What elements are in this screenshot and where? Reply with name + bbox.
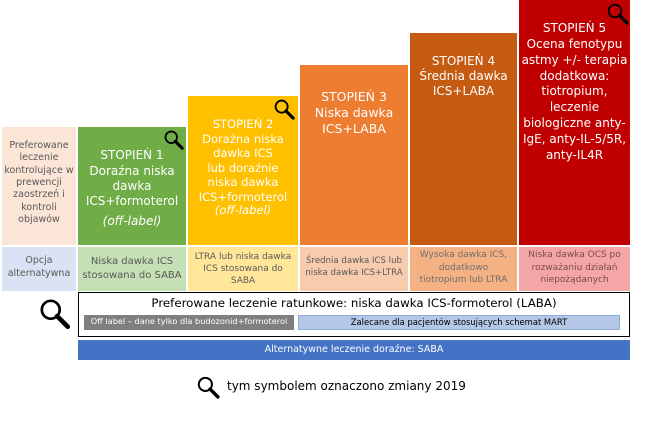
step-2-box: STOPIEŃ 2 Doraźna niska dawka ICS lub do… bbox=[188, 96, 298, 245]
step-1-alternative: Niska dawka ICS stosowana do SABA bbox=[82, 256, 182, 281]
magnifier-icon bbox=[273, 98, 296, 121]
magnifier-icon bbox=[163, 129, 185, 151]
off-label-bar: Off label – dane tylko dla budozonid+for… bbox=[84, 315, 294, 330]
step-1-box: STOPIEŃ 1 Doraźna niska dawka ICS+formot… bbox=[78, 127, 186, 245]
step-1-note: (off-label) bbox=[102, 214, 162, 228]
step-4-alternative: Wysoka dawka ICS, dodatkowo tiotropium l… bbox=[419, 250, 508, 286]
mart-text: Zalecane dla pacjentów stosujących schem… bbox=[350, 317, 568, 327]
step-3-box: STOPIEŃ 3 Niska dawka ICS+LABA bbox=[300, 65, 408, 245]
step-4-box: STOPIEŃ 4 Średnia dawka ICS+LABA bbox=[410, 33, 517, 245]
step-2-alternative: LTRA lub niska dawka ICS stosowana do SA… bbox=[194, 252, 292, 287]
alternative-option-label: Opcja alternatywna bbox=[7, 255, 71, 279]
step-4-alternative-box: Wysoka dawka ICS, dodatkowo tiotropium l… bbox=[410, 247, 517, 291]
step-2-alternative-box: LTRA lub niska dawka ICS stosowana do SA… bbox=[188, 247, 298, 291]
mart-bar: Zalecane dla pacjentów stosujących schem… bbox=[298, 315, 620, 330]
step-1-text: Doraźna niska dawka ICS+formoterol bbox=[85, 164, 179, 208]
step-2-note: (off-label) bbox=[214, 203, 272, 217]
alternative-reliever-bar: Alternatywne leczenie doraźne: SABA bbox=[78, 340, 630, 360]
step-5-alternative-box: Niska dawka OCS po rozważaniu działań ni… bbox=[519, 247, 630, 291]
step-2-text: Doraźna niska dawka ICS lub doraźnie nis… bbox=[198, 132, 288, 204]
step-5-text: Ocena fenotypu astmy +/- terapia dodatko… bbox=[521, 37, 628, 162]
preferred-reliever-title: Preferowane leczenie ratunkowe: niska da… bbox=[151, 296, 557, 310]
magnifier-icon bbox=[606, 2, 630, 26]
step-5-alternative: Niska dawka OCS po rozważaniu działań ni… bbox=[528, 250, 621, 286]
step-4-title: STOPIEŃ 4 bbox=[431, 54, 496, 68]
step-3-title: STOPIEŃ 3 bbox=[321, 89, 387, 104]
step-3-alternative: Średnia dawka ICS lub niska dawka ICS+LT… bbox=[305, 256, 403, 279]
step-5-box: STOPIEŃ 5 Ocena fenotypu astmy +/- terap… bbox=[519, 0, 630, 245]
step-5-title: STOPIEŃ 5 bbox=[542, 21, 607, 35]
step-1-alternative-box: Niska dawka ICS stosowana do SABA bbox=[78, 247, 186, 291]
step-1-title: STOPIEŃ 1 bbox=[100, 148, 164, 162]
legend-text: tym symbolem oznaczono zmiany 2019 bbox=[227, 379, 466, 393]
preferred-reliever-box: Preferowane leczenie ratunkowe: niska da… bbox=[78, 292, 630, 337]
preferred-controller-label: Preferowane leczenie kontrolujące w prew… bbox=[4, 140, 74, 226]
preferred-controller-label-box: Preferowane leczenie kontrolujące w prew… bbox=[2, 127, 76, 245]
step-3-text: Niska dawka ICS+LABA bbox=[314, 105, 394, 136]
off-label-text: Off label – dane tylko dla budozonid+for… bbox=[90, 316, 288, 326]
alternative-option-label-box: Opcja alternatywna bbox=[2, 247, 76, 291]
step-3-alternative-box: Średnia dawka ICS lub niska dawka ICS+LT… bbox=[300, 247, 408, 291]
alternative-reliever-text: Alternatywne leczenie doraźne: SABA bbox=[264, 344, 444, 355]
step-4-text: Średnia dawka ICS+LABA bbox=[419, 69, 508, 98]
step-2-title: STOPIEŃ 2 bbox=[212, 117, 274, 131]
magnifier-icon bbox=[196, 375, 221, 400]
magnifier-icon bbox=[38, 297, 72, 331]
